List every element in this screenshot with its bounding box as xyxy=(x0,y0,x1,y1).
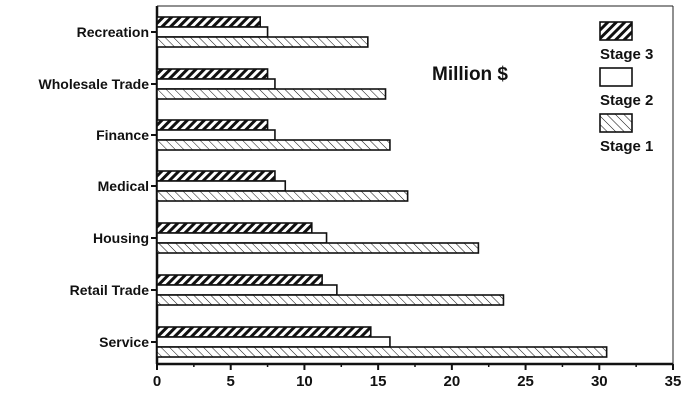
x-tick-label: 35 xyxy=(665,373,681,390)
x-tick-label: 25 xyxy=(517,373,534,390)
x-tick-label: 10 xyxy=(296,373,313,390)
x-tick-label: 15 xyxy=(370,373,387,390)
y-tick-label: Recreation xyxy=(77,24,149,40)
bar-stage-3 xyxy=(156,326,372,338)
x-tick-label: 20 xyxy=(444,373,461,390)
y-tick-label: Finance xyxy=(96,127,149,143)
bar-stage-1 xyxy=(156,242,480,254)
bar-stage-2 xyxy=(156,336,391,348)
bar-stage-1 xyxy=(156,190,409,202)
bar-group-service xyxy=(151,326,608,358)
x-tick-label: 0 xyxy=(153,373,161,390)
bar-group-finance xyxy=(151,119,391,151)
bar-stage-2 xyxy=(156,129,276,141)
y-tick-label: Housing xyxy=(93,230,149,246)
bar-stage-3 xyxy=(156,274,323,286)
bar-stage-2 xyxy=(156,232,328,244)
bar-stage-2 xyxy=(156,26,269,38)
x-tick-label: 5 xyxy=(227,373,235,390)
bar-stage-2 xyxy=(156,78,276,90)
legend-item: Stage 3 xyxy=(599,21,653,63)
bar-group-retail-trade xyxy=(151,274,505,306)
legend-swatch xyxy=(599,67,633,87)
x-axis: 0 5 10 15 20 25 30 35 xyxy=(153,364,681,390)
y-axis-labels: Recreation Wholesale Trade Finance Medical H… xyxy=(39,24,150,350)
bar-stage-3 xyxy=(156,16,261,28)
chart-annotation: Million $ xyxy=(432,64,508,85)
legend-swatch xyxy=(599,113,633,133)
y-tick-label: Service xyxy=(99,334,149,350)
legend-label: Stage 3 xyxy=(600,46,653,63)
legend: Stage 3 Stage 2 Stage 1 xyxy=(599,21,653,155)
bar-stage-1 xyxy=(156,294,505,306)
bars-layer xyxy=(151,16,608,358)
bar-stage-1 xyxy=(156,139,391,151)
legend-label: Stage 2 xyxy=(600,92,653,109)
bar-stage-3 xyxy=(156,119,269,131)
bar-stage-1 xyxy=(156,88,387,100)
y-tick-label: Medical xyxy=(98,178,149,194)
bar-stage-1 xyxy=(156,36,369,48)
bar-stage-3 xyxy=(156,68,269,80)
y-tick-label: Retail Trade xyxy=(70,282,150,298)
x-tick-label: 30 xyxy=(591,373,608,390)
bar-group-medical xyxy=(151,170,409,202)
bar-stage-2 xyxy=(156,284,338,296)
legend-label: Stage 1 xyxy=(600,138,653,155)
bar-stage-1 xyxy=(156,346,608,358)
legend-swatch xyxy=(599,21,633,41)
y-tick-label: Wholesale Trade xyxy=(39,76,150,92)
bar-stage-3 xyxy=(156,170,276,182)
legend-item: Stage 2 xyxy=(599,67,653,109)
bar-stage-2 xyxy=(156,180,287,192)
bar-group-housing xyxy=(151,222,480,254)
bar-stage-3 xyxy=(156,222,313,234)
bar-group-recreation xyxy=(151,16,369,48)
bar-group-wholesale-trade xyxy=(151,68,387,100)
legend-item: Stage 1 xyxy=(599,113,653,155)
